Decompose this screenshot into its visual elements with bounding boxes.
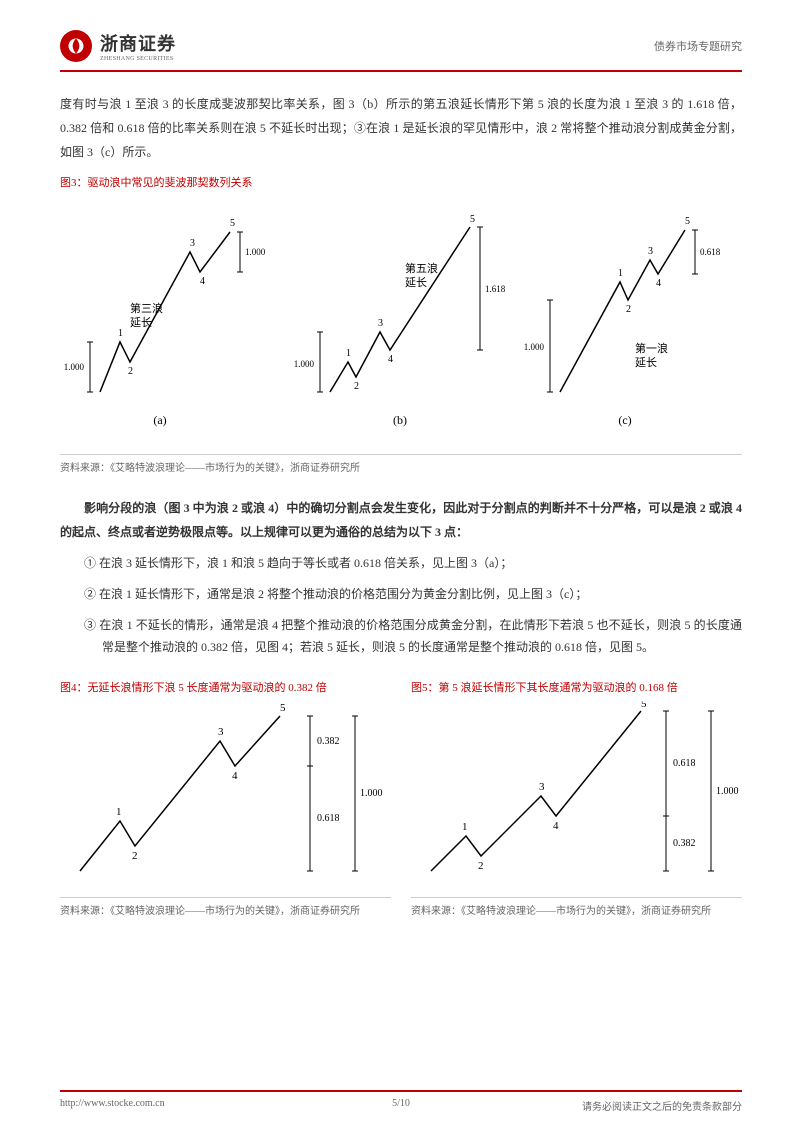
logo: 浙商证券 ZHESHANG SECURITIES — [60, 30, 176, 62]
svg-text:5: 5 — [280, 702, 286, 714]
svg-text:1.000: 1.000 — [294, 359, 315, 369]
svg-text:3: 3 — [648, 246, 653, 257]
svg-text:1.000: 1.000 — [64, 362, 85, 372]
list-item-2: ② 在浪 1 延长情形下，通常是浪 2 将整个推动浪的价格范围分为黄金分割比例，… — [84, 583, 742, 606]
svg-text:1: 1 — [118, 328, 123, 339]
svg-text:0.382: 0.382 — [317, 736, 340, 747]
footer-url: http://www.stocke.com.cn — [60, 1098, 165, 1113]
svg-text:1.000: 1.000 — [360, 788, 383, 799]
svg-text:第五浪: 第五浪 — [405, 261, 438, 275]
fig5-source: 资料来源：《艾略特波浪理论——市场行为的关键》，浙商证券研究所 — [411, 897, 742, 917]
svg-text:1: 1 — [462, 821, 468, 833]
logo-text-cn: 浙商证券 — [100, 30, 176, 56]
continuation-paragraph: 度有时与浪 1 至浪 3 的长度成斐波那契比率关系，图 3（b）所示的第五浪延长… — [60, 92, 742, 164]
svg-text:4: 4 — [656, 278, 661, 289]
svg-text:1.618: 1.618 — [485, 284, 506, 294]
logo-icon — [60, 30, 92, 62]
svg-text:3: 3 — [539, 781, 545, 793]
svg-text:0.618: 0.618 — [673, 758, 696, 769]
svg-text:2: 2 — [626, 304, 631, 315]
svg-text:延长: 延长 — [635, 356, 657, 369]
list-item-1: ① 在浪 3 延长情形下，浪 1 和浪 5 趋向于等长或者 0.618 倍关系，… — [84, 552, 742, 575]
svg-text:(a): (a) — [153, 413, 166, 427]
svg-text:4: 4 — [200, 276, 205, 287]
svg-text:2: 2 — [478, 860, 484, 872]
svg-text:1.000: 1.000 — [524, 342, 545, 352]
svg-text:1.000: 1.000 — [716, 786, 739, 797]
svg-text:1: 1 — [116, 806, 122, 818]
header-category: 债券市场专题研究 — [654, 38, 742, 54]
svg-text:2: 2 — [354, 381, 359, 392]
svg-text:3: 3 — [218, 726, 224, 738]
fig4-chart: 1 2 3 4 5 0.382 0.618 1.000 — [60, 701, 390, 891]
svg-text:1: 1 — [618, 268, 623, 279]
fig5-block: 图5：第 5 浪延长情形下其长度通常为驱动浪的 0.168 倍 1 2 3 4 … — [411, 669, 742, 917]
svg-text:第三浪: 第三浪 — [130, 301, 163, 315]
svg-text:延长: 延长 — [130, 316, 152, 329]
svg-text:5: 5 — [685, 216, 690, 227]
svg-text:4: 4 — [388, 354, 393, 365]
svg-text:3: 3 — [378, 318, 383, 329]
svg-text:(c): (c) — [618, 413, 631, 427]
fig5-chart: 1 2 3 4 5 0.618 0.382 1.000 — [411, 701, 741, 891]
svg-text:0.618: 0.618 — [317, 813, 340, 824]
svg-text:4: 4 — [232, 770, 238, 782]
svg-text:延长: 延长 — [405, 276, 427, 289]
footer-disclaimer: 请务必阅读正文之后的免责条款部分 — [582, 1098, 742, 1113]
svg-text:3: 3 — [190, 238, 195, 249]
svg-text:0.618: 0.618 — [700, 247, 721, 257]
fig4-block: 图4：无延长浪情形下浪 5 长度通常为驱动浪的 0.382 倍 1 2 3 4 … — [60, 669, 391, 917]
svg-text:(b): (b) — [393, 413, 407, 427]
fig3-title: 图3：驱动浪中常见的斐波那契数列关系 — [60, 174, 742, 190]
svg-text:2: 2 — [132, 850, 138, 862]
svg-text:5: 5 — [230, 218, 235, 229]
svg-text:4: 4 — [553, 820, 559, 832]
svg-text:2: 2 — [128, 366, 133, 377]
svg-text:0.382: 0.382 — [673, 838, 696, 849]
fig5-title: 图5：第 5 浪延长情形下其长度通常为驱动浪的 0.168 倍 — [411, 679, 742, 695]
fig3-source: 资料来源：《艾略特波浪理论——市场行为的关键》，浙商证券研究所 — [60, 454, 742, 474]
fig4-source: 资料来源：《艾略特波浪理论——市场行为的关键》，浙商证券研究所 — [60, 897, 391, 917]
svg-text:5: 5 — [641, 701, 647, 710]
logo-text-en: ZHESHANG SECURITIES — [100, 56, 176, 62]
svg-text:1: 1 — [346, 348, 351, 359]
summary-paragraph: 影响分段的浪（图 3 中为浪 2 或浪 4）中的确切分割点会发生变化，因此对于分… — [60, 496, 742, 544]
svg-text:5: 5 — [470, 214, 475, 225]
footer-page: 5/10 — [392, 1098, 410, 1109]
list-item-3: ③ 在浪 1 不延长的情形，通常是浪 4 把整个推动浪的价格范围分成黄金分割，在… — [84, 614, 742, 660]
page-header: 浙商证券 ZHESHANG SECURITIES 债券市场专题研究 — [60, 30, 742, 72]
svg-text:1.000: 1.000 — [245, 247, 266, 257]
fig4-title: 图4：无延长浪情形下浪 5 长度通常为驱动浪的 0.382 倍 — [60, 679, 391, 695]
fig3-chart: 1 2 3 4 5 1.000 1.000 第三浪 延长 (a) — [60, 196, 742, 448]
page-footer: http://www.stocke.com.cn 5/10 请务必阅读正文之后的… — [60, 1090, 742, 1113]
svg-text:第一浪: 第一浪 — [635, 341, 668, 355]
